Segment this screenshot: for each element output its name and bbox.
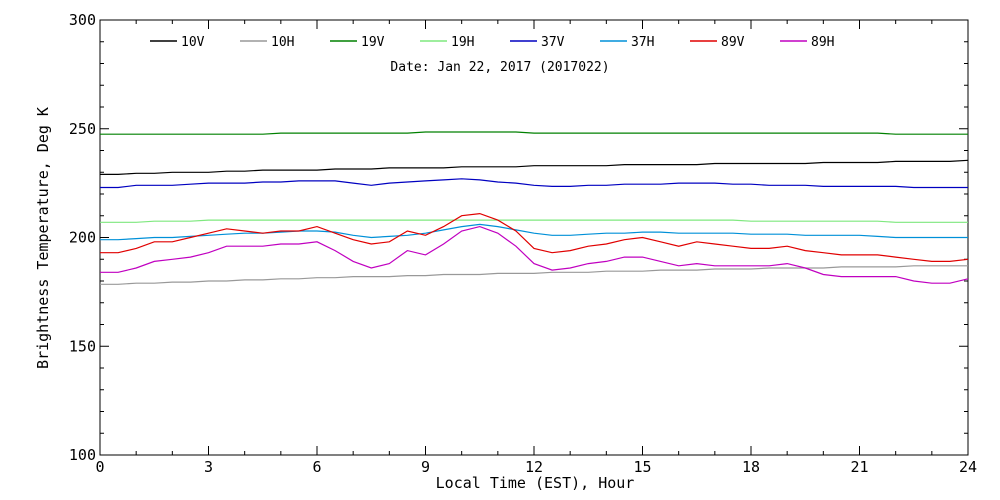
- axis-ticks: [99, 19, 969, 456]
- series-line-10v: [100, 159, 969, 175]
- x-tick-label: 12: [525, 458, 543, 476]
- x-axis-title: Local Time (EST), Hour: [436, 474, 635, 492]
- x-tick-label: 3: [204, 458, 213, 476]
- series-line-37v: [100, 178, 968, 189]
- x-tick-label: 9: [421, 458, 430, 476]
- legend: 10V 10H 19V 19H 37V 37H 89V 89H: [150, 35, 834, 50]
- y-tick-label: 200: [69, 229, 96, 247]
- legend-label-10h: 10H: [271, 35, 294, 50]
- plot-frame: [99, 19, 969, 456]
- x-tick-label: 18: [742, 458, 760, 476]
- series-line-37h: [100, 223, 968, 241]
- legend-label-10v: 10V: [181, 35, 205, 50]
- y-tick-label: 250: [69, 120, 96, 138]
- legend-label-19v: 19V: [361, 35, 385, 50]
- series-line-19h: [100, 219, 968, 223]
- x-tick-label: 15: [633, 458, 651, 476]
- x-tick-label: 6: [312, 458, 321, 476]
- x-tick-label: 0: [95, 458, 104, 476]
- axis-tick-labels: 0 3 6 9 12 15 18 21 24 100 150 200 250 300: [69, 11, 977, 476]
- series-line-89h: [100, 225, 969, 284]
- legend-label-89v: 89V: [721, 35, 745, 50]
- series-line-89v: [100, 212, 969, 262]
- y-tick-label: 100: [69, 446, 96, 464]
- legend-label-37v: 37V: [541, 35, 565, 50]
- x-tick-label: 21: [850, 458, 868, 476]
- date-annotation: Date: Jan 22, 2017 (2017022): [390, 60, 609, 75]
- plot-border: [99, 19, 969, 456]
- series-line-19v: [100, 131, 968, 135]
- y-axis-title: Brightness Temperature, Deg K: [34, 107, 52, 369]
- y-tick-label: 150: [69, 337, 96, 355]
- legend-label-19h: 19H: [451, 35, 474, 50]
- legend-label-89h: 89H: [811, 35, 834, 50]
- series-lines: [100, 131, 969, 285]
- series-line-10h: [100, 265, 968, 285]
- x-tick-label: 24: [959, 458, 977, 476]
- y-tick-label: 300: [69, 11, 96, 29]
- legend-label-37h: 37H: [631, 35, 654, 50]
